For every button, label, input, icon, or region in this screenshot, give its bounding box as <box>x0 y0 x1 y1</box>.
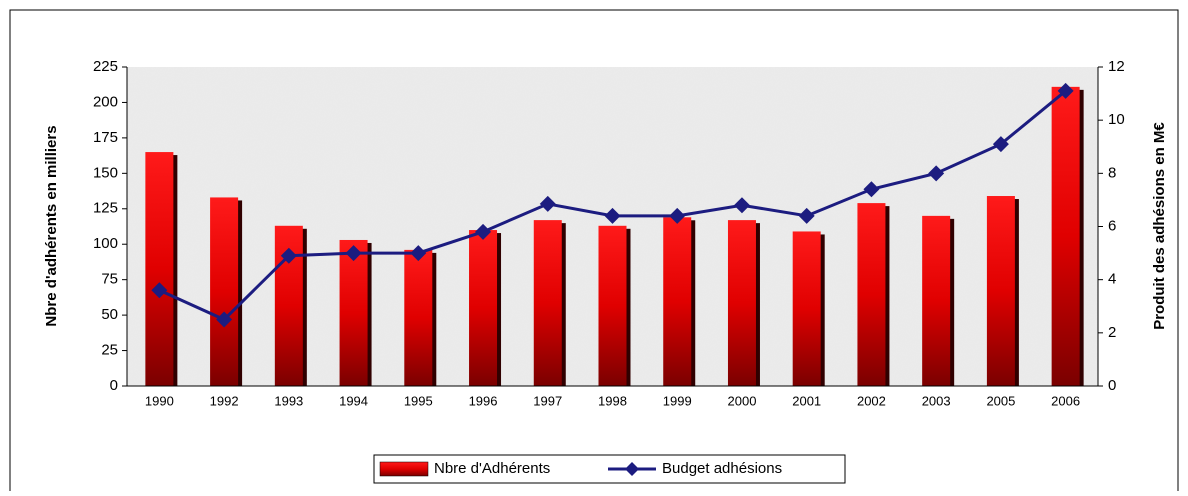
y2-tick-label: 2 <box>1108 324 1116 341</box>
bar <box>404 249 433 386</box>
marker <box>798 207 815 224</box>
x-tick-label: 1999 <box>663 393 692 408</box>
y2-tick-label: 10 <box>1108 111 1125 128</box>
bar <box>663 217 692 386</box>
x-tick-label: 2000 <box>728 393 757 408</box>
marker <box>928 165 945 182</box>
y-tick-label: 50 <box>101 306 118 323</box>
marker <box>1057 82 1074 99</box>
y2-tick-label: 8 <box>1108 164 1116 181</box>
x-tick-label: 1998 <box>598 393 627 408</box>
y-tick-label: 200 <box>93 93 118 110</box>
x-tick-label: 1993 <box>274 393 303 408</box>
legend-label: Budget adhésions <box>662 460 782 477</box>
bar <box>792 231 821 386</box>
y-tick-label: 0 <box>110 377 118 394</box>
legend-label: Nbre d'Adhérents <box>434 460 550 477</box>
bar <box>469 230 498 386</box>
marker <box>604 207 621 224</box>
y-tick-label: 25 <box>101 342 118 359</box>
marker <box>539 195 556 212</box>
y-tick-label: 75 <box>101 271 118 288</box>
marker <box>151 282 168 299</box>
marker <box>216 311 233 328</box>
x-tick-label: 2006 <box>1051 393 1080 408</box>
bar <box>339 239 368 386</box>
marker <box>992 136 1009 153</box>
x-tick-label: 2002 <box>857 393 886 408</box>
y2-tick-label: 6 <box>1108 217 1116 234</box>
marker <box>669 207 686 224</box>
y-tick-label: 150 <box>93 164 118 181</box>
x-tick-label: 1990 <box>145 393 174 408</box>
marker <box>280 247 297 264</box>
x-tick-label: 1997 <box>533 393 562 408</box>
bar <box>210 197 239 386</box>
x-tick-label: 1996 <box>469 393 498 408</box>
bar <box>533 220 562 386</box>
bar <box>145 152 174 386</box>
y2-tick-label: 0 <box>1108 377 1116 394</box>
y-tick-label: 225 <box>93 58 118 75</box>
y2-tick-label: 4 <box>1108 271 1116 288</box>
x-tick-label: 1995 <box>404 393 433 408</box>
marker <box>863 181 880 198</box>
y-tick-label: 125 <box>93 200 118 217</box>
bar <box>857 203 886 386</box>
marker <box>475 223 492 240</box>
marker <box>733 197 750 214</box>
bar <box>1051 86 1080 387</box>
x-tick-label: 2001 <box>792 393 821 408</box>
y-tick-label: 175 <box>93 129 118 146</box>
marker <box>410 245 427 262</box>
x-tick-label: 1992 <box>210 393 239 408</box>
x-tick-label: 2003 <box>922 393 951 408</box>
x-tick-label: 2005 <box>986 393 1015 408</box>
y-axis-label: Nbre d'adhérents en milliers <box>43 125 60 326</box>
bar <box>986 196 1015 386</box>
y2-tick-label: 12 <box>1108 58 1125 75</box>
bar <box>727 220 756 386</box>
y-tick-label: 100 <box>93 235 118 252</box>
bar <box>598 225 627 386</box>
y2-axis-label: Produit des adhésions en M€ <box>1151 122 1168 330</box>
marker <box>345 245 362 262</box>
x-tick-label: 1994 <box>339 393 368 408</box>
legend-swatch <box>379 461 429 477</box>
bar <box>922 215 951 386</box>
legend-marker <box>625 462 639 476</box>
